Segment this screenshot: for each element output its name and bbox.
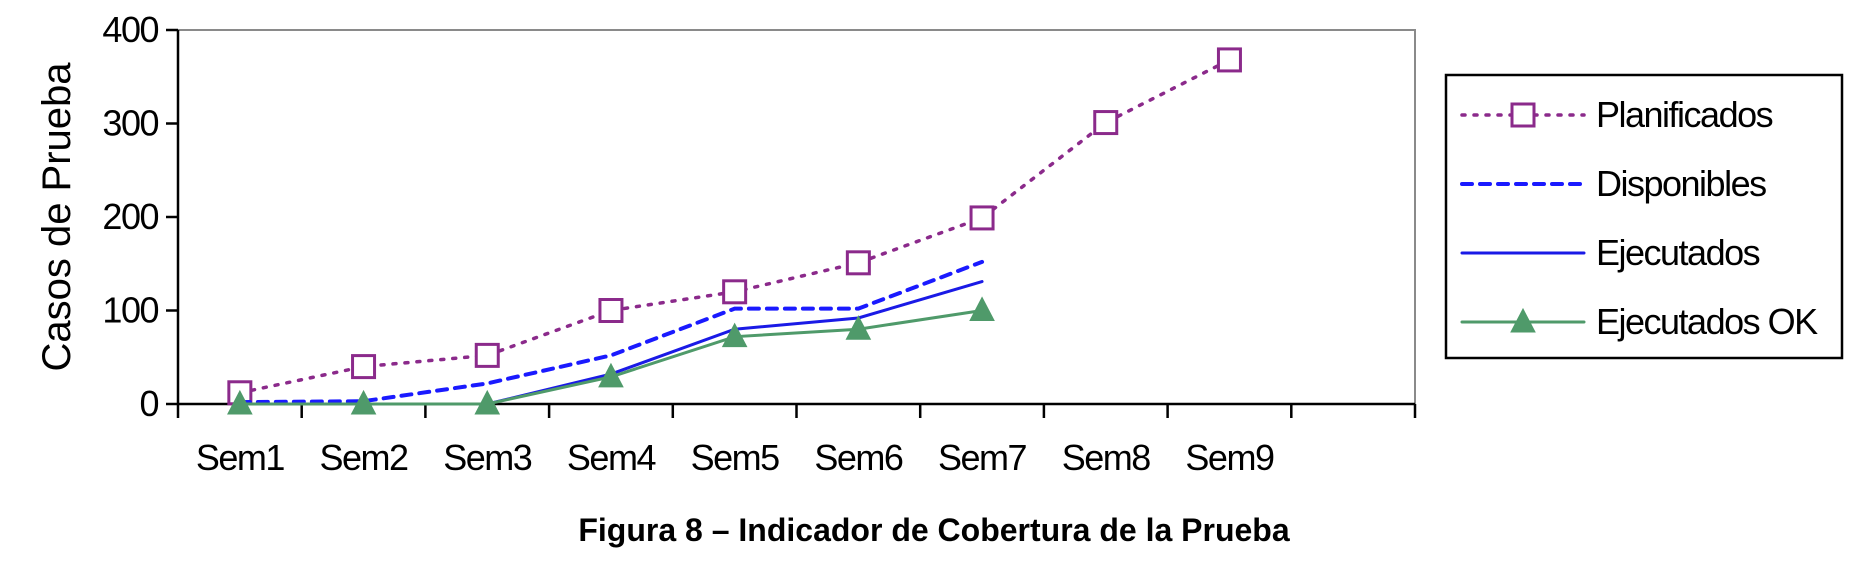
series-ejecutados-ok <box>227 296 995 415</box>
plot-area <box>177 29 1416 405</box>
y-tick-label: 200 <box>102 196 158 237</box>
data-point <box>722 279 748 305</box>
legend-label: Disponibles <box>1596 163 1766 204</box>
series-disponibles <box>237 259 985 405</box>
legend-swatch-marker <box>1510 307 1536 333</box>
y-tick-label: 400 <box>102 9 158 50</box>
y-tick-label: 300 <box>102 103 158 144</box>
data-point <box>845 250 871 276</box>
legend-label: Planificados <box>1596 94 1773 135</box>
x-tick-label: Sem5 <box>691 437 780 478</box>
data-point <box>1216 47 1242 73</box>
data-point <box>227 389 253 415</box>
x-tick-label: Sem7 <box>938 437 1027 478</box>
data-point <box>351 354 377 380</box>
x-tick-label: Sem6 <box>814 437 903 478</box>
x-tick-label: Sem4 <box>567 437 656 478</box>
legend: Planificados Disponibles Ejecutados Ejecuta… <box>1444 73 1844 360</box>
series-line <box>237 259 985 405</box>
axes: Sem1 Sem2 Sem3 Sem4 Sem5 Sem6 Sem7 Sem8 Sem9 0 100… <box>35 9 1417 478</box>
y-tick-label: 0 <box>139 383 158 424</box>
x-tick-label: Sem9 <box>1185 437 1274 478</box>
data-point <box>845 315 872 340</box>
y-tick-label: 100 <box>102 290 158 331</box>
data-point <box>350 389 377 415</box>
legend-label: Ejecutados <box>1596 232 1760 273</box>
data-point <box>474 389 501 415</box>
figure-caption: Figura 8 – Indicador de Cobertura de la … <box>578 512 1290 548</box>
x-tick-label: Sem1 <box>196 437 285 478</box>
x-tick-label: Sem8 <box>1062 437 1151 478</box>
data-point <box>598 298 624 323</box>
data-point <box>721 322 748 348</box>
x-tick-label: Sem2 <box>320 437 409 478</box>
y-axis-title: Casos de Prueba <box>35 62 79 372</box>
series-planificados <box>227 47 1242 406</box>
data-point <box>1093 110 1119 136</box>
series-layer <box>227 47 1242 415</box>
data-point <box>969 205 995 231</box>
data-point <box>598 362 624 388</box>
x-tick-label: Sem3 <box>443 437 532 478</box>
data-point <box>969 296 995 321</box>
legend-label: Ejecutados OK <box>1596 301 1818 342</box>
legend-swatch-marker <box>1510 102 1536 128</box>
data-point <box>474 342 500 368</box>
